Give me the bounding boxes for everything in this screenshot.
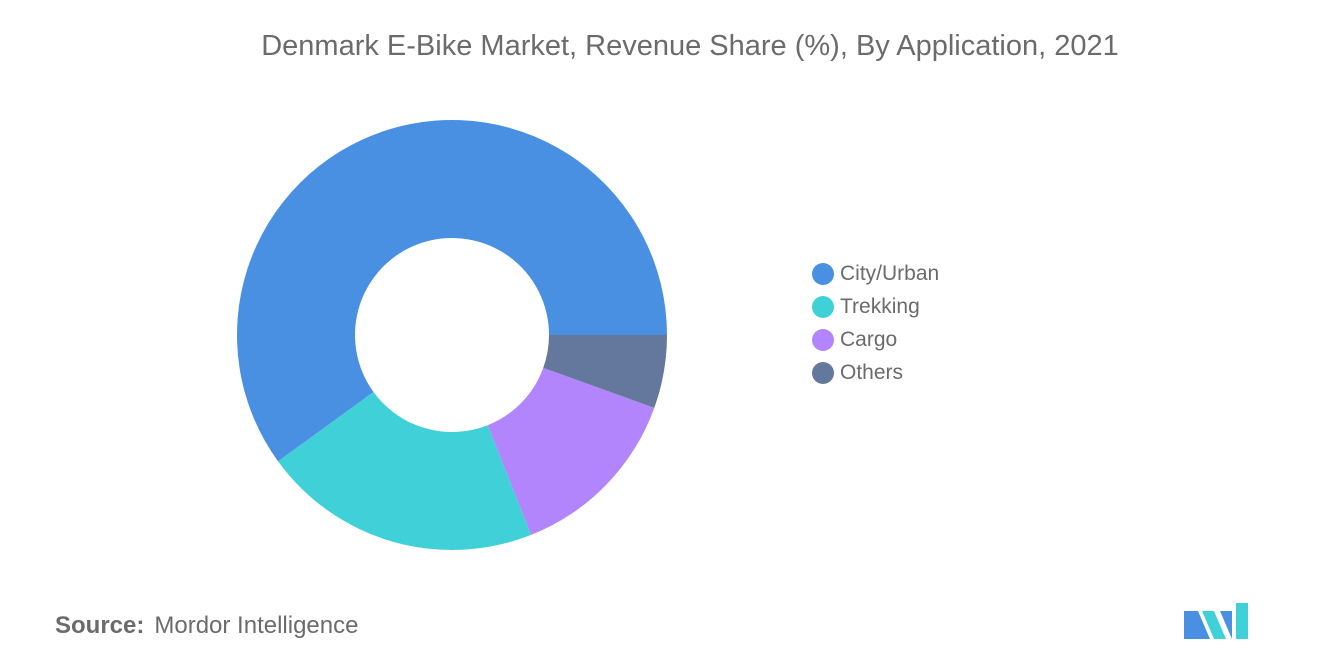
legend-item: Others xyxy=(812,356,939,389)
source-note: Source: Mordor Intelligence xyxy=(55,612,358,640)
legend-label: Trekking xyxy=(840,294,920,318)
legend-label: Others xyxy=(840,360,904,384)
legend-marker-icon xyxy=(812,295,834,318)
legend-label: Cargo xyxy=(840,327,898,351)
legend: City/Urban Trekking Cargo Others xyxy=(812,257,939,389)
legend-marker-icon xyxy=(812,262,834,285)
legend-label: City/Urban xyxy=(840,261,940,285)
source-label: Source: xyxy=(55,612,145,639)
source-value: Mordor Intelligence xyxy=(154,612,359,639)
legend-marker-icon xyxy=(812,328,834,351)
legend-item: Trekking xyxy=(812,290,939,323)
legend-item: Cargo xyxy=(812,323,939,356)
mordor-logo xyxy=(1184,603,1248,639)
legend-marker-icon xyxy=(812,361,834,384)
slice-trekking xyxy=(278,392,532,550)
slice-city-urban xyxy=(237,120,667,462)
slice-cargo xyxy=(487,367,655,535)
chart-title: Denmark E-Bike Market, Revenue Share (%)… xyxy=(261,30,1119,62)
legend-item: City/Urban xyxy=(812,257,939,290)
slice-others xyxy=(543,335,667,408)
